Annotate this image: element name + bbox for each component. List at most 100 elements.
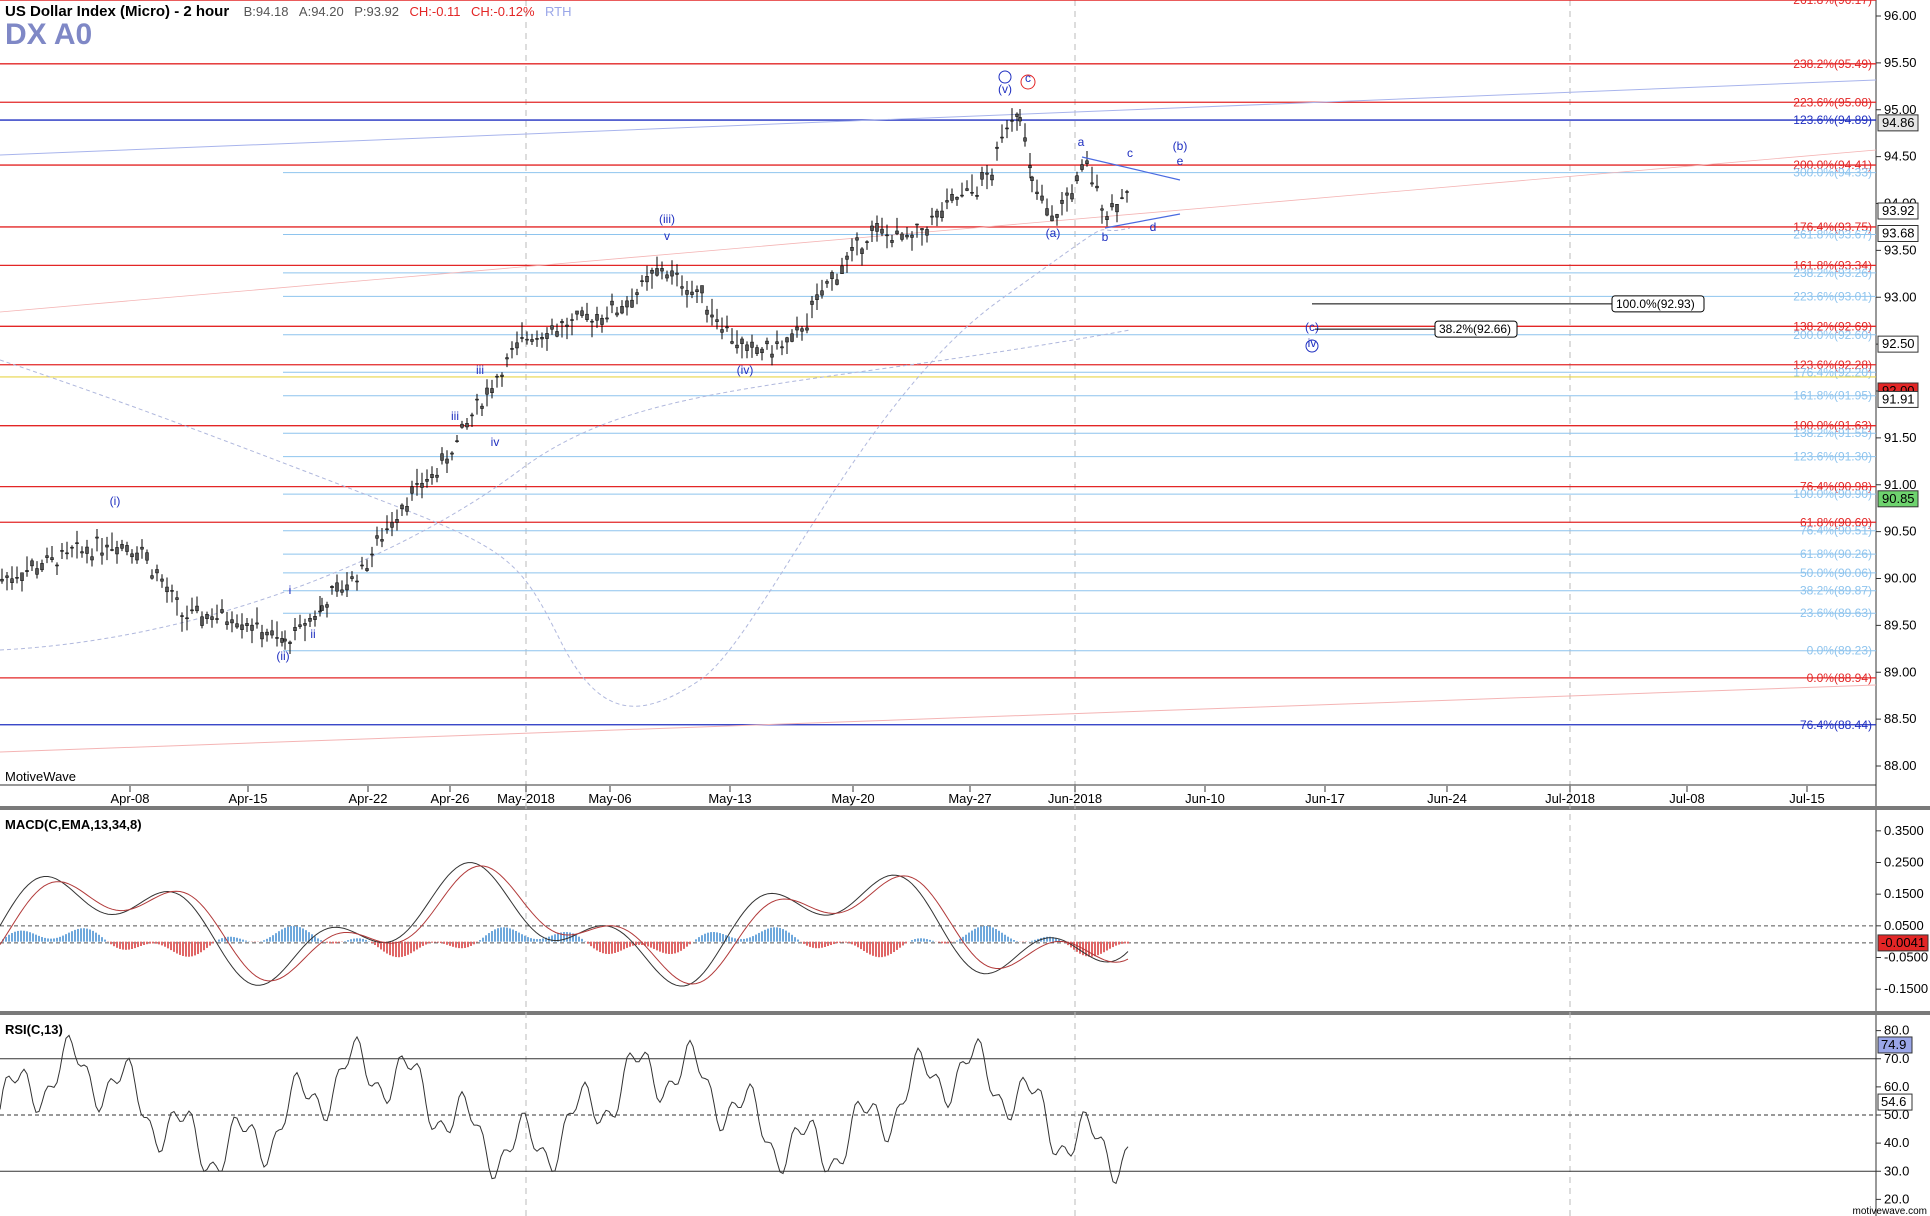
price-bar-body: [455, 440, 459, 443]
price-bar-body: [535, 338, 539, 340]
wave-label: iv: [491, 435, 500, 449]
price-bar-body: [1110, 203, 1114, 208]
price-bar-body: [35, 568, 39, 575]
price-bar-body: [985, 172, 989, 175]
price-bar-body: [515, 342, 519, 349]
wave-label: d: [1150, 220, 1157, 234]
price-bar-body: [640, 280, 644, 282]
price-bar-body: [210, 616, 214, 620]
price-bar-body: [85, 546, 89, 554]
price-bar-body: [303, 623, 307, 626]
price-bar-body: [715, 319, 719, 322]
macd-tick-label: 0.2500: [1884, 855, 1924, 870]
price-bar-body: [765, 340, 769, 345]
price-bar-body: [0, 578, 4, 582]
price-bar-body: [25, 570, 29, 572]
macd-tick-label: 0.0500: [1884, 918, 1924, 933]
wave-label: (b): [1173, 139, 1188, 153]
price-bar-body: [225, 621, 229, 625]
price-bar-body: [220, 609, 224, 613]
rsi-tick-label: 80.0: [1884, 1023, 1909, 1038]
price-bar-body: [50, 557, 54, 560]
price-bar-body: [330, 586, 334, 588]
macd-last-label: -0.0041: [1881, 935, 1925, 950]
rsi-tick-label: 60.0: [1884, 1079, 1909, 1094]
wave-label: b: [1102, 230, 1109, 244]
triangle-upper: [1081, 156, 1181, 181]
price-bar-body: [825, 281, 829, 284]
price-bar-body: [130, 553, 134, 558]
price-bar-body: [650, 269, 654, 274]
time-label: Apr-08: [110, 791, 149, 806]
fib-label: 76.4%(90.98): [1800, 480, 1872, 494]
fib-label: 138.2%(92.69): [1793, 319, 1872, 333]
price-tick-label: 89.50: [1884, 617, 1917, 632]
price-bar-body: [635, 292, 639, 295]
price-bar-body: [530, 339, 534, 342]
moving-average-2: [0, 329, 1131, 651]
fib-label: 0.0%(88.94): [1807, 671, 1872, 685]
footer-brand: motivewave.com: [1853, 1206, 1927, 1216]
price-bar-body: [240, 624, 244, 630]
price-bar-body: [945, 200, 949, 203]
price-bar-body: [1115, 204, 1119, 213]
last-price-label: 92.50: [1882, 336, 1915, 351]
price-tick-label: 88.00: [1884, 758, 1917, 773]
price-bar-body: [313, 616, 317, 620]
last-price-label: 94.86: [1882, 115, 1915, 130]
wave-label: (iii): [659, 212, 675, 226]
price-bar-body: [610, 300, 614, 306]
price-bar-body: [190, 609, 194, 612]
price-bar-body: [900, 233, 904, 240]
wave-label: (v): [998, 82, 1012, 96]
price-bar-body: [10, 578, 14, 583]
macd-signal-line: [0, 865, 1129, 985]
wave-label: a: [1078, 135, 1085, 149]
price-bar-body: [200, 616, 204, 626]
price-bar-body: [890, 240, 894, 243]
price-bar-body: [135, 552, 139, 561]
wave-label: e: [1177, 154, 1184, 168]
time-label: Jul-2018: [1545, 791, 1595, 806]
channel-mid: [0, 149, 1877, 313]
price-bar-body: [655, 268, 659, 276]
price-tick-label: 96.00: [1884, 8, 1917, 23]
price-bar-body: [860, 248, 864, 254]
triangle-lower: [1104, 213, 1181, 229]
price-bar-body: [75, 542, 79, 544]
price-bar-body: [1070, 193, 1074, 200]
price-bar-body: [830, 272, 834, 279]
price-bar-body: [185, 617, 189, 620]
price-bar-body: [1015, 113, 1019, 117]
pane-separator[interactable]: [0, 1011, 1930, 1015]
time-label: Apr-15: [228, 791, 267, 806]
price-bar-body: [520, 337, 524, 339]
price-bar-body: [385, 528, 389, 531]
price-bar-body: [725, 326, 729, 329]
price-bar-body: [910, 234, 914, 238]
price-bar-body: [970, 192, 974, 194]
price-bar-body: [445, 458, 449, 464]
price-bar-body: [1120, 197, 1124, 199]
price-bar-body: [365, 568, 369, 571]
pane-separator[interactable]: [0, 806, 1930, 810]
price-bar-body: [1005, 127, 1009, 130]
last-price-tag: [1877, 335, 1919, 353]
price-bar-body: [195, 605, 199, 612]
time-label: May-06: [588, 791, 631, 806]
price-bar-body: [283, 638, 287, 642]
price-bar-body: [795, 326, 799, 331]
price-bar-body: [820, 290, 824, 296]
price-bar-body: [460, 423, 464, 428]
price-bar-body: [1085, 160, 1089, 164]
price-bar-body: [380, 539, 384, 542]
price-bar-body: [1050, 215, 1054, 222]
moving-average: [0, 227, 1131, 707]
price-tick-label: 91.50: [1884, 430, 1917, 445]
price-bar-body: [340, 589, 344, 593]
price-bar-body: [915, 223, 919, 226]
price-bar-body: [20, 572, 24, 581]
price-bar-body: [865, 241, 869, 243]
price-bar-body: [955, 196, 959, 200]
rsi-tick-label: 50.0: [1884, 1107, 1909, 1122]
